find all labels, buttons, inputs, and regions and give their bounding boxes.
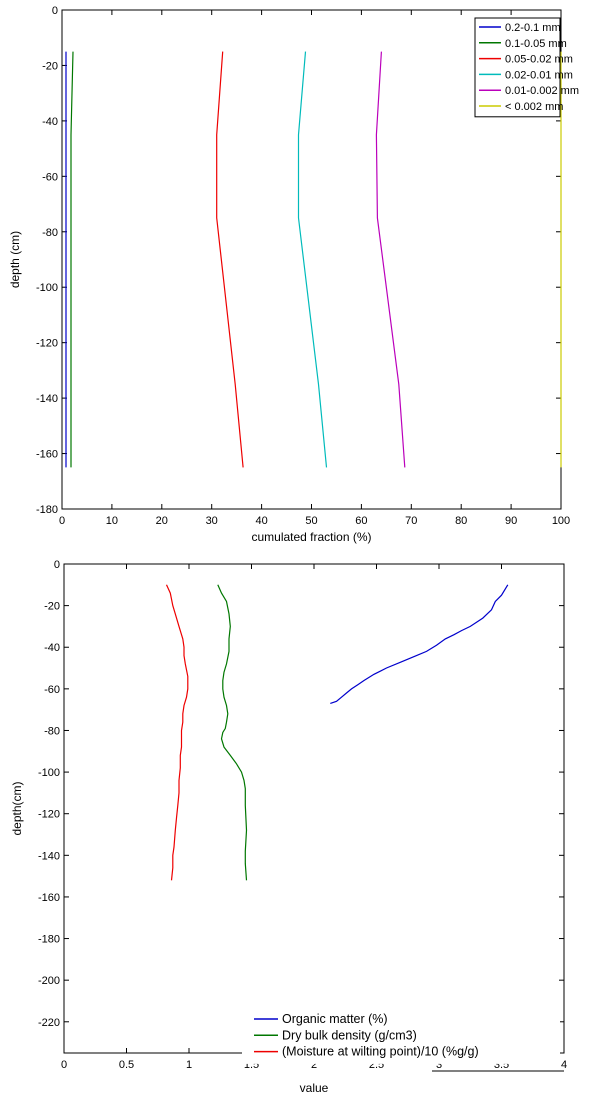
y-tick-label: -100 <box>36 282 58 294</box>
y-tick-label: 0 <box>54 559 60 571</box>
series-line-2 <box>217 584 248 881</box>
y-tick-label: -40 <box>44 642 60 654</box>
y-tick-label: -100 <box>38 767 60 779</box>
x-axis-label: value <box>300 1081 329 1095</box>
y-axis-label: depth (cm) <box>8 231 22 288</box>
x-tick-label: 3 <box>436 1059 442 1071</box>
particle-size-chart: 0 10 20 30 40 50 60 70 80 90 100 0 -20 -40 -60 -80 -100 -… <box>8 5 579 544</box>
y-tick-label: -160 <box>36 449 58 461</box>
y-tick-label: -140 <box>38 850 60 862</box>
x-tick-label: 40 <box>255 515 267 527</box>
x-tick-label: 30 <box>206 515 218 527</box>
y-tick-label: -140 <box>36 393 58 405</box>
y-axis-label: depth(cm) <box>10 781 24 835</box>
y-tick-label: -180 <box>36 504 58 516</box>
series-line-3 <box>216 51 244 468</box>
series-line-2 <box>70 51 74 468</box>
x-tick-label: 1 <box>186 1059 192 1071</box>
y-tick-label: -220 <box>38 1017 60 1029</box>
x-tick-label: 90 <box>505 515 517 527</box>
series-line-4 <box>297 51 328 468</box>
y-tick-label: -160 <box>38 892 60 904</box>
legend: Organic matter (%) Dry bulk density (g/cm… <box>242 1007 564 1072</box>
x-tick-label: 100 <box>552 515 570 527</box>
legend-label: Dry bulk density (g/cm3) <box>282 1028 417 1042</box>
legend-label: 0.02-0.01 mm <box>505 69 573 81</box>
y-tick-label: -80 <box>44 725 60 737</box>
legend: 0.2-0.1 mm 0.1-0.05 mm 0.05-0.02 mm 0.02-0.… <box>474 17 579 118</box>
x-tick-label: 0.5 <box>119 1059 134 1071</box>
plot-frame <box>63 563 565 1054</box>
y-tick-label: -20 <box>42 60 58 72</box>
y-tick-label: -120 <box>38 809 60 821</box>
series-line-3 <box>165 584 189 881</box>
y-tick-label: -20 <box>44 601 60 613</box>
y-tick-label: 0 <box>52 5 58 17</box>
legend-label: 0.2-0.1 mm <box>505 22 561 34</box>
y-tick-label: -40 <box>42 116 58 128</box>
x-tick-label: 60 <box>355 515 367 527</box>
soil-properties-chart: 0 0.5 1 1.5 2 2.5 3 3.5 40-20-40-60-80-100-120-1… <box>10 559 567 1095</box>
y-tick-label: -200 <box>38 975 60 987</box>
y-tick-label: -60 <box>42 171 58 183</box>
legend-label: (Moisture at wilting point)/10 (%g/g) <box>282 1045 479 1059</box>
y-tick-label: -180 <box>38 934 60 946</box>
series-line-5 <box>375 51 406 468</box>
x-tick-label: 2 <box>311 1059 317 1071</box>
y-tick-label: -120 <box>36 338 58 350</box>
legend-label: 0.01-0.002 mm <box>505 85 579 97</box>
x-axis-label: cumulated fraction (%) <box>251 530 371 544</box>
x-tick-label: 50 <box>305 515 317 527</box>
y-tick-label: -60 <box>44 684 60 696</box>
x-tick-label: 70 <box>405 515 417 527</box>
x-tick-label: 20 <box>156 515 168 527</box>
x-tick-label: 80 <box>455 515 467 527</box>
y-tick-label: -80 <box>42 227 58 239</box>
x-tick-label: 0 <box>59 515 65 527</box>
legend-box <box>474 17 561 118</box>
legend-label: 0.05-0.02 mm <box>505 54 573 66</box>
x-tick-label: 4 <box>561 1059 567 1071</box>
legend-label: < 0.002 mm <box>505 101 563 113</box>
legend-label: 0.1-0.05 mm <box>505 38 567 50</box>
legend-background <box>242 1007 560 1064</box>
legend-label: Organic matter (%) <box>282 1012 388 1026</box>
x-tick-label: 0 <box>61 1059 67 1071</box>
x-tick-label: 10 <box>106 515 118 527</box>
series-line-1 <box>330 584 509 704</box>
